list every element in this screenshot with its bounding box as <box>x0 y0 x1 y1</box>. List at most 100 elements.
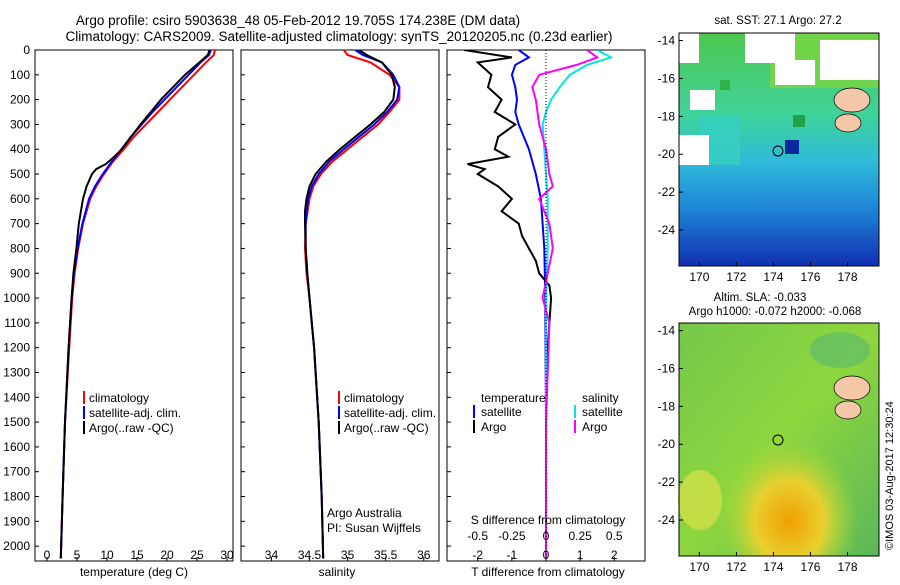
map-y-tick-label: -20 <box>658 147 676 161</box>
depth-tick-label: 1000 <box>3 291 30 305</box>
sst-map-frame <box>678 32 880 267</box>
sst-argo-marker <box>772 145 784 157</box>
depth-tick-label: 1200 <box>3 341 30 355</box>
x-tick-label-T: -2 <box>472 548 483 562</box>
depth-tick-label: 1300 <box>3 365 30 379</box>
depth-tick-label: 1100 <box>4 316 30 330</box>
map-y-tick-label: -24 <box>658 223 676 237</box>
map-x-tick-label: 174 <box>763 560 783 574</box>
temperature-xlabel: temperature (deg C) <box>80 565 188 579</box>
x-tick-label-S: 0 <box>543 529 550 543</box>
sla-map-frame <box>678 322 880 557</box>
map-x-tick-label: 176 <box>800 560 820 574</box>
depth-tick-label: 400 <box>10 142 30 156</box>
legend-salinity-title: salinity <box>582 391 619 405</box>
legend-T-satellite: satellite <box>481 405 522 419</box>
x-tick-label: 25 <box>190 548 204 562</box>
depth-tick-label: 900 <box>10 266 30 280</box>
x-tick-label-T: 0 <box>543 548 550 562</box>
x-tick-label-S: 0.5 <box>606 529 623 543</box>
depth-tick-label: 2000 <box>3 539 30 553</box>
legend-climatology: climatology <box>344 391 404 405</box>
x-tick-label: 15 <box>130 548 144 562</box>
depth-tick-label: 1800 <box>3 490 30 504</box>
difference-chart: -2 -1 0 1 2 -0.5 -0.25 0 0.25 0.5 <box>463 50 623 562</box>
series-line-argo <box>59 50 211 559</box>
series-line-climatology <box>303 50 401 559</box>
depth-axis: 0 100 200 300 400 500 600 700 800 900 1000 1100 1200… <box>3 43 451 553</box>
sst-map <box>679 33 879 266</box>
temperature-panel <box>34 49 234 562</box>
salinity-panel <box>240 49 440 562</box>
x-tick-label: 0 <box>44 548 51 562</box>
x-tick-label-S: -0.5 <box>467 529 488 543</box>
legend-T-argo: Argo <box>481 420 507 434</box>
x-tick-label-S: -0.25 <box>498 529 526 543</box>
x-tick-label-T: 2 <box>611 548 618 562</box>
sla-map <box>678 323 879 556</box>
sst-map-axes: 170 172 174 176 178 -14 -16 -18 -20 -22 -24 <box>658 34 858 284</box>
map-x-tick-label: 176 <box>800 270 820 284</box>
map-y-tick-label: -22 <box>658 475 676 489</box>
x-tick-label: 36 <box>417 548 431 562</box>
x-tick-label: 30 <box>220 548 234 562</box>
map-x-tick-label: 178 <box>838 560 858 574</box>
difference-xlabel-T: T difference from climatology <box>471 565 625 579</box>
temperature-legend: climatology satellite-adj. clim. Argo(..… <box>83 391 181 435</box>
x-tick-label: 20 <box>160 548 174 562</box>
map-x-tick-label: 170 <box>689 270 709 284</box>
series-line-satellite <box>59 50 212 559</box>
sla-map-title-1: Altim. SLA: -0.033 <box>714 292 807 304</box>
depth-tick-label: 1600 <box>3 440 30 454</box>
temperature-chart: 0 5 10 15 20 25 30 <box>44 50 234 562</box>
legend-satellite: satellite-adj. clim. <box>89 406 181 420</box>
x-tick-label-T: 1 <box>577 548 584 562</box>
series-group <box>463 50 614 559</box>
sla-map-axes: 170 172 174 176 178 -14 -16 -18 -20 -22 -24 <box>658 324 858 574</box>
salinity-legend: climatology satellite-adj. clim. Argo(..… <box>338 391 436 435</box>
map-y-tick-label: -18 <box>658 109 676 123</box>
series-line-satellite <box>304 50 401 559</box>
sla-argo-marker <box>772 434 784 446</box>
copyright-stamp: ©IMOS 03-Aug-2017 12:30:24 <box>884 401 896 550</box>
map-y-tick-label: -20 <box>658 437 676 451</box>
salinity-chart: 34 34.5 35 35.5 36 <box>265 50 431 562</box>
x-tick-label: 5 <box>74 548 81 562</box>
map-y-tick-label: -18 <box>658 399 676 413</box>
map-y-tick-label: -14 <box>658 324 676 338</box>
depth-tick-label: 700 <box>10 217 30 231</box>
legend-S-satellite: satellite <box>582 405 623 419</box>
x-tick-label: 35 <box>341 548 355 562</box>
sst-map-title: sat. SST: 27.1 Argo: 27.2 <box>714 15 841 27</box>
difference-legend-salinity: salinity satellite Argo <box>574 391 623 434</box>
map-x-tick-label: 170 <box>689 560 709 574</box>
map-y-tick-label: -14 <box>658 34 676 48</box>
header-line-1: Argo profile: csiro 5903638_48 05-Feb-20… <box>76 13 520 28</box>
depth-tick-label: 600 <box>10 192 30 206</box>
series-line-argo <box>304 50 396 559</box>
x-tick-label: 34 <box>265 548 279 562</box>
series-line-s-satellite <box>541 50 614 559</box>
depth-tick-label: 1400 <box>3 390 30 404</box>
map-y-tick-label: -22 <box>658 185 676 199</box>
annotation-pi: PI: Susan Wijffels <box>327 521 421 535</box>
depth-tick-label: 1700 <box>3 465 30 479</box>
depth-tick-label: 500 <box>10 167 30 181</box>
depth-tick-label: 0 <box>23 43 30 57</box>
depth-tick-label: 1500 <box>3 415 30 429</box>
x-tick-label-T: -1 <box>507 548 518 562</box>
depth-tick-label: 800 <box>10 241 30 255</box>
series-group <box>303 50 401 559</box>
series-line-t-argo <box>463 50 553 559</box>
depth-tick-label: 100 <box>10 68 30 82</box>
difference-legend-temperature: temperature satellite Argo <box>473 391 546 434</box>
salinity-xlabel: salinity <box>319 565 356 579</box>
legend-argo: Argo(..raw -QC) <box>89 421 174 435</box>
x-tick-label-S: 0.25 <box>568 529 592 543</box>
x-tick-label: 10 <box>100 548 114 562</box>
map-x-tick-label: 174 <box>763 270 783 284</box>
legend-climatology: climatology <box>89 391 149 405</box>
difference-xlabel-S: S difference from climatology <box>471 513 626 527</box>
depth-tick-label: 1900 <box>3 514 30 528</box>
legend-S-argo: Argo <box>582 420 608 434</box>
